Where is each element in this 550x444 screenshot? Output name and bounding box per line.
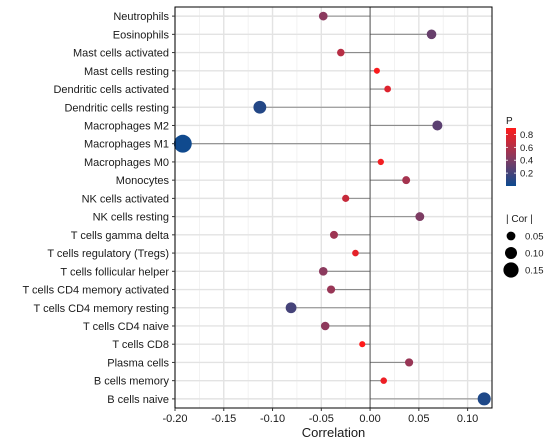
point (373, 67, 380, 74)
x-tick-label: -0.10 (260, 413, 285, 425)
color-legend-label: 0.8 (520, 130, 533, 141)
points (173, 11, 491, 406)
x-tick-label: -0.20 (162, 413, 187, 425)
category-label: Mast cells resting (84, 66, 169, 78)
point (320, 321, 330, 331)
point (415, 212, 425, 222)
category-label: T cells CD8 (112, 339, 169, 351)
size-legend-point (506, 231, 516, 241)
category-label: Macrophages M1 (84, 139, 169, 151)
size-legend-label: 0.15 (525, 266, 544, 277)
size-legend-label: 0.05 (525, 232, 544, 243)
category-label: T cells gamma delta (71, 230, 170, 242)
size-legend-label: 0.10 (525, 249, 544, 260)
size-legend: | Cor | 0.05 0.10 0.15 (503, 214, 544, 278)
category-label: T cells follicular helper (60, 266, 169, 278)
point (285, 302, 297, 314)
point (253, 100, 267, 114)
category-label: Eosinophils (113, 29, 170, 41)
x-tick-label: 0.10 (457, 413, 478, 425)
x-tick-label: 0.00 (359, 413, 380, 425)
color-legend-label: 0.4 (520, 156, 533, 167)
category-label: Dendritic cells activated (53, 84, 169, 96)
category-label: NK cells resting (93, 212, 169, 224)
point (405, 358, 414, 367)
x-tick-label: -0.05 (309, 413, 334, 425)
category-label: T cells CD4 memory resting (34, 303, 170, 315)
point (402, 176, 411, 185)
category-labels: Neutrophils Eosinophils Mast cells activat… (22, 11, 175, 406)
point (330, 230, 338, 239)
point (326, 285, 336, 294)
point (432, 120, 443, 131)
category-label: Mast cells activated (73, 48, 169, 60)
point (359, 341, 366, 348)
category-label: T cells CD4 naive (83, 321, 169, 333)
point (337, 48, 345, 57)
category-label: Macrophages M2 (84, 120, 169, 132)
point (173, 134, 192, 153)
x-axis-title: Correlation (302, 425, 366, 440)
category-label: Monocytes (116, 175, 170, 187)
point (380, 377, 387, 384)
point (477, 392, 491, 406)
x-tick-label: -0.15 (211, 413, 236, 425)
stems (182, 15, 485, 400)
point (384, 85, 392, 93)
point (352, 249, 359, 257)
category-label: NK cells activated (82, 193, 169, 205)
category-label: B cells naive (107, 394, 169, 406)
category-label: Dendritic cells resting (64, 102, 169, 114)
point (318, 11, 328, 21)
grid-lines (174, 7, 492, 408)
category-label: T cells regulatory (Tregs) (47, 248, 169, 260)
category-label: Plasma cells (107, 357, 169, 369)
category-label: Macrophages M0 (84, 157, 169, 169)
point (426, 29, 437, 40)
point (318, 266, 328, 276)
color-legend-label: 0.2 (520, 169, 533, 180)
category-label: Neutrophils (113, 11, 169, 23)
category-label: B cells memory (94, 376, 170, 388)
x-axis-ticks: -0.20 -0.15 -0.10 -0.05 0.00 0.05 0.10 (162, 408, 478, 425)
size-legend-point (503, 262, 519, 278)
color-legend-title: P (506, 116, 513, 127)
color-legend-label: 0.6 (520, 143, 533, 154)
color-legend: P 0.2 0.4 0.6 0.8 (506, 116, 533, 186)
point (342, 194, 350, 202)
size-legend-point (505, 247, 517, 259)
plot-panel (174, 6, 493, 409)
color-bar (506, 128, 516, 186)
category-label: T cells CD4 memory activated (22, 285, 169, 297)
size-legend-title: | Cor | (506, 214, 533, 225)
point (377, 158, 384, 166)
x-tick-label: 0.05 (408, 413, 429, 425)
